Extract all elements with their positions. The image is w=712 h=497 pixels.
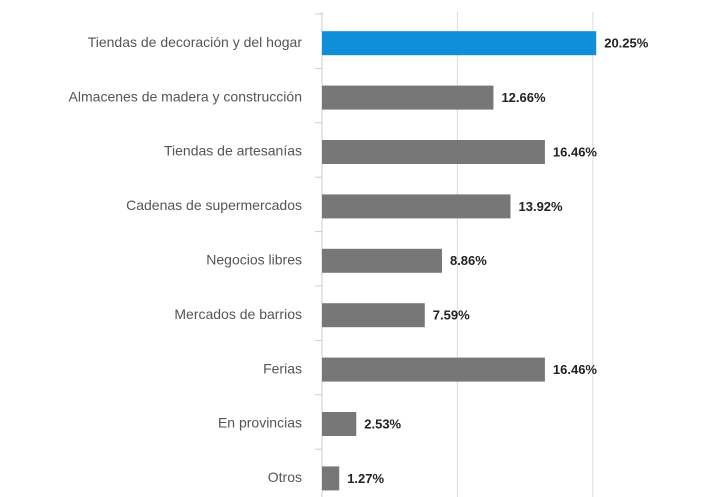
value-label: 2.53%	[364, 416, 401, 431]
category-label: Otros	[268, 469, 302, 485]
category-label: Cadenas de supermercados	[126, 197, 302, 213]
value-label: 16.46%	[553, 362, 598, 377]
value-label: 7.59%	[433, 308, 470, 323]
category-label: Negocios libres	[206, 252, 302, 268]
bar	[322, 85, 494, 110]
category-label: Mercados de barrios	[174, 306, 302, 322]
category-label: Almacenes de madera y construcción	[69, 88, 302, 104]
category-label: En provincias	[218, 415, 302, 431]
bar	[322, 303, 425, 328]
bar	[322, 194, 511, 219]
value-label: 16.46%	[553, 144, 598, 159]
bar	[322, 466, 340, 491]
value-label: 1.27%	[347, 471, 384, 486]
bar	[322, 140, 545, 164]
value-label: 8.86%	[450, 253, 487, 268]
bar	[322, 412, 357, 436]
bar	[322, 357, 545, 382]
bar	[322, 31, 597, 56]
value-label: 13.92%	[519, 199, 564, 214]
category-label: Tiendas de decoración y del hogar	[88, 34, 303, 50]
value-label: 20.25%	[604, 36, 649, 51]
category-label: Ferias	[263, 360, 302, 376]
value-label: 12.66%	[501, 90, 546, 105]
category-label: Tiendas de artesanías	[164, 143, 302, 159]
bar	[322, 248, 442, 273]
